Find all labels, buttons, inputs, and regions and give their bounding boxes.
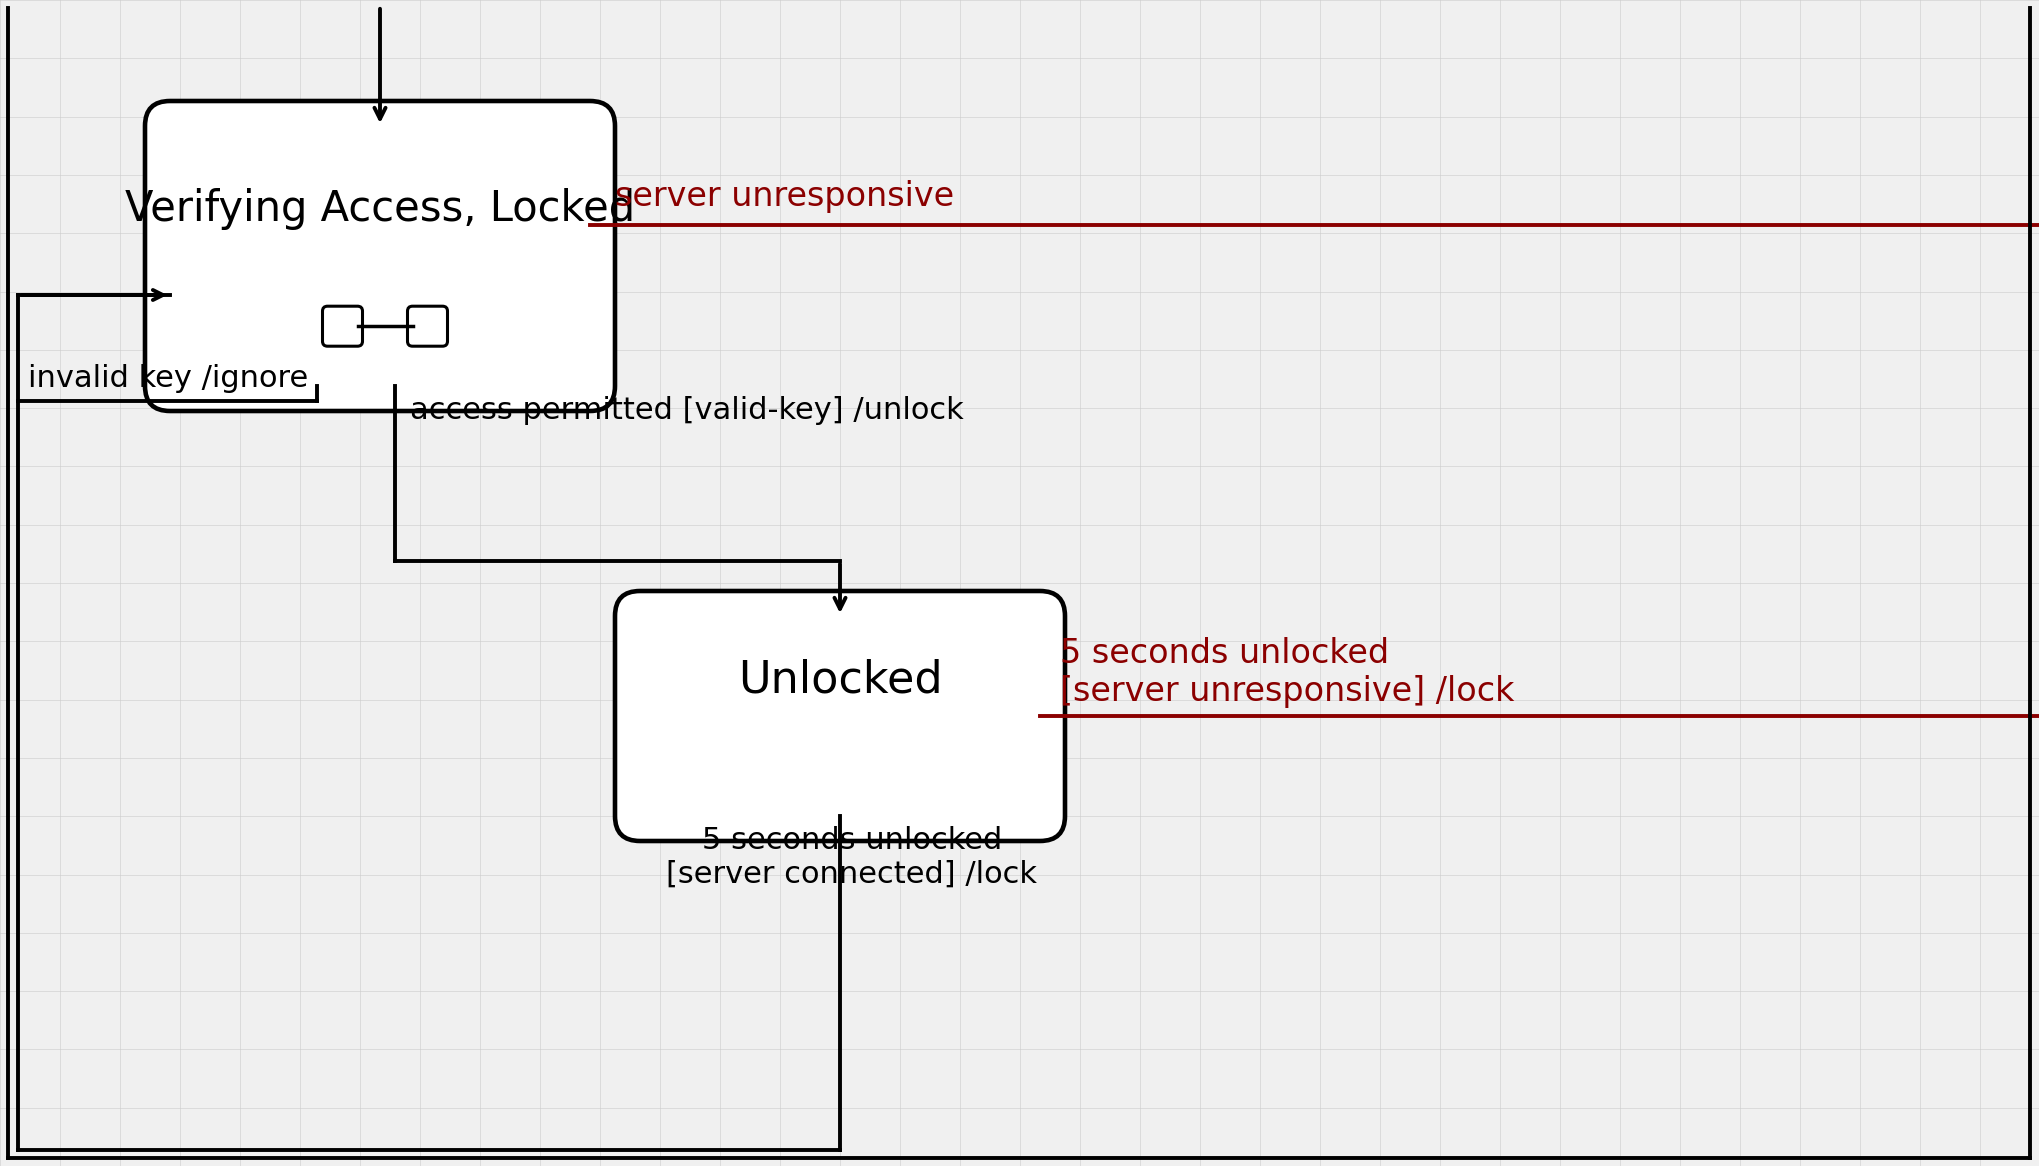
Text: Unlocked: Unlocked xyxy=(738,659,942,702)
FancyBboxPatch shape xyxy=(614,591,1064,841)
Text: access permitted [valid-key] /unlock: access permitted [valid-key] /unlock xyxy=(410,396,962,424)
FancyBboxPatch shape xyxy=(408,307,447,346)
Text: invalid key /ignore: invalid key /ignore xyxy=(29,364,308,393)
Text: 5 seconds unlocked
[server unresponsive] /lock: 5 seconds unlocked [server unresponsive]… xyxy=(1060,637,1513,708)
FancyBboxPatch shape xyxy=(145,101,614,410)
FancyBboxPatch shape xyxy=(322,307,363,346)
Text: Verifying Access, Locked: Verifying Access, Locked xyxy=(124,188,634,230)
Text: 5 seconds unlocked
[server connected] /lock: 5 seconds unlocked [server connected] /l… xyxy=(667,826,1038,888)
Text: server unresponsive: server unresponsive xyxy=(614,180,954,213)
